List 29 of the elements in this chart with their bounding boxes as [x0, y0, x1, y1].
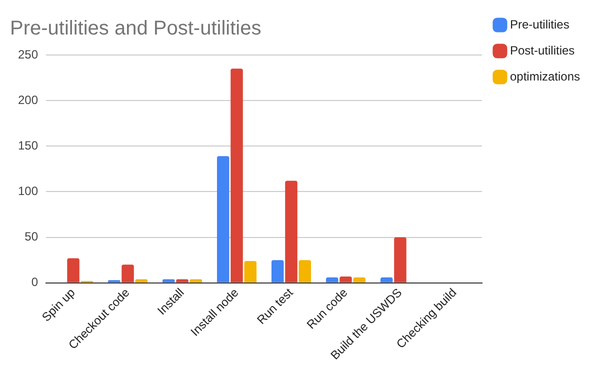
- y-tick-label: 200: [18, 92, 38, 107]
- bar: [122, 264, 134, 282]
- y-tick-label: 0: [31, 275, 38, 290]
- bar: [176, 279, 188, 282]
- x-tick-label: Run test: [254, 285, 296, 328]
- bar: [380, 277, 393, 282]
- y-tick-label: 50: [24, 230, 38, 244]
- bar: [285, 180, 298, 282]
- bar: [244, 260, 257, 282]
- bar: [326, 277, 338, 282]
- y-tick-label: 100: [18, 184, 38, 198]
- bar: [353, 277, 366, 282]
- chart-title: Pre-utilities and Post-utilities: [10, 18, 262, 40]
- bar: [271, 260, 284, 282]
- x-tick-label: Spin up: [39, 285, 78, 324]
- bar: [298, 260, 311, 282]
- bar: [230, 68, 243, 282]
- bar: [216, 156, 230, 282]
- legend-label: Pre-utilities: [510, 17, 570, 32]
- legend-label: Post-utilities: [510, 43, 575, 58]
- bar: [162, 279, 175, 282]
- bar: [394, 237, 406, 282]
- bar: [190, 279, 202, 282]
- y-tick-label: 150: [18, 138, 38, 152]
- bar: [340, 276, 352, 282]
- y-tick-label: 250: [18, 47, 38, 62]
- bar: [135, 279, 148, 282]
- legend-label: optimizations: [510, 69, 580, 84]
- bar: [67, 258, 80, 282]
